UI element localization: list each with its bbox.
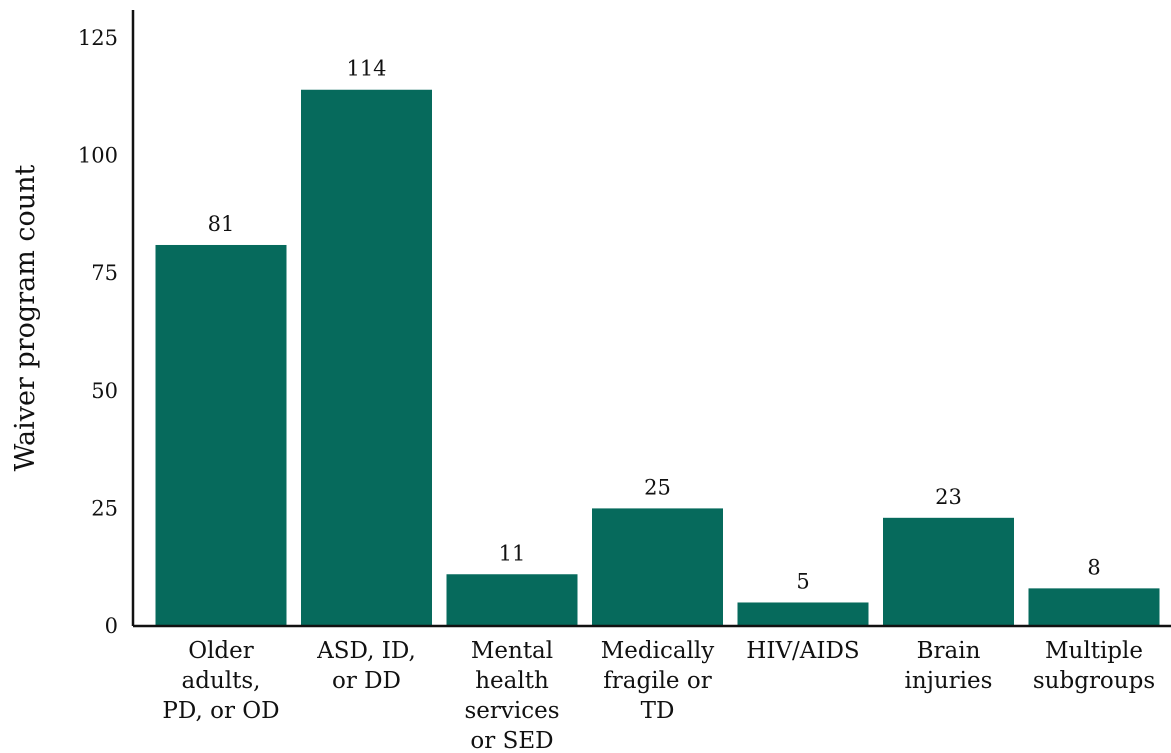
category-label: Medically fragile or TD [601,638,715,724]
category-label-line: Brain [917,638,981,664]
y-tick-label: 100 [78,144,118,168]
category-label-line: HIV/AIDS [746,638,859,664]
bar-value-label: 11 [499,541,526,565]
bars-group [155,89,1160,626]
bar [155,244,287,626]
category-label-line: Mental [471,638,553,664]
bar-value-label: 23 [935,485,962,509]
y-tick-label: 25 [91,496,118,520]
bar-value-label: 81 [208,212,235,236]
category-label-line: health [475,668,549,694]
category-label-line: adults, [182,668,261,694]
category-label: HIV/AIDS [746,638,859,664]
y-tick-label: 125 [78,26,118,50]
category-label-line: or DD [332,668,401,694]
category-label: Brain injuries [905,638,993,694]
y-axis-ticks: 0 25 50 75 100 125 [78,26,118,638]
bar [592,508,723,626]
category-label: Mental health services or SED [464,638,559,753]
y-tick-label: 50 [91,379,118,403]
bar-value-label: 114 [346,57,386,81]
category-label-line: Multiple [1045,638,1143,664]
bar [446,574,578,626]
bar [1028,588,1160,626]
category-label-line: subgroups [1033,668,1155,694]
category-label: ASD, ID, or DD [316,638,416,694]
bar-value-label: 25 [644,475,671,499]
y-tick-label: 0 [105,614,118,638]
category-label-line: services [464,698,559,724]
category-label-line: TD [641,698,675,724]
category-label-line: PD, or OD [162,698,279,724]
x-axis-category-labels: Older adults, PD, or OD ASD, ID, or DD Mental… [162,638,1155,753]
value-labels-group: 81 114 11 25 5 23 8 [208,57,1101,594]
category-label-line: or SED [470,728,553,753]
category-label: Older adults, PD, or OD [162,638,279,724]
category-label-line: Older [188,638,254,664]
category-label-line: fragile or [603,668,711,694]
category-label-line: Medically [601,638,715,664]
y-tick-label: 75 [91,261,118,285]
bar [883,517,1014,626]
bar [301,89,432,626]
bar [737,602,869,626]
bar-value-label: 8 [1087,555,1100,579]
bar-value-label: 5 [796,569,809,593]
category-label-line: ASD, ID, [316,638,416,664]
y-axis-title: Waiver program count [10,164,41,471]
category-label: Multiple subgroups [1033,638,1155,694]
category-label-line: injuries [905,668,993,694]
